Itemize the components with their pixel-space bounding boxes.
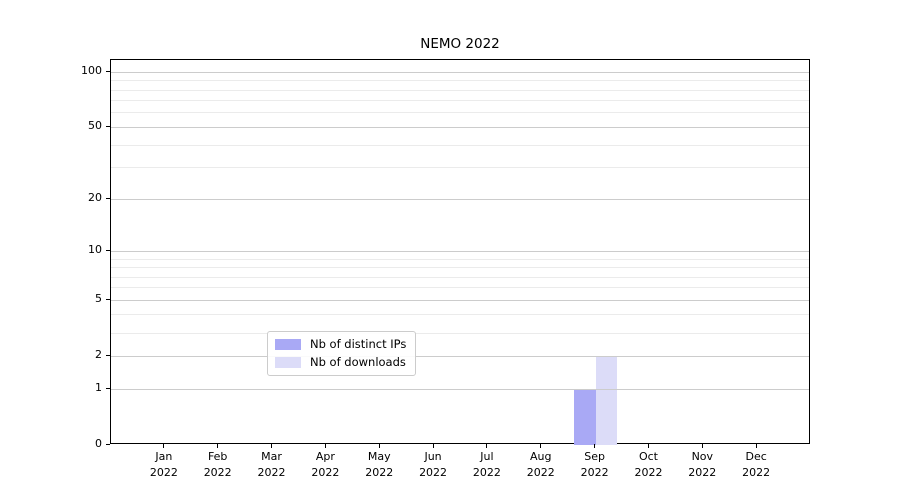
x-tick-mark — [594, 444, 596, 448]
legend-label: Nb of distinct IPs — [310, 337, 407, 351]
x-tick-mark — [324, 444, 326, 448]
minor-gridline — [111, 167, 809, 169]
x-tick-label: Jan 2022 — [149, 450, 178, 479]
y-tick-label: 100 — [81, 64, 102, 78]
major-gridline — [111, 198, 809, 200]
x-tick-label: Oct 2022 — [634, 450, 663, 479]
x-tick-label: Feb 2022 — [203, 450, 232, 479]
x-tick-mark — [378, 444, 380, 448]
y-tick-label: 10 — [88, 243, 102, 257]
y-tick-mark — [106, 197, 110, 199]
major-gridline — [111, 388, 809, 390]
x-tick-label: Jul 2022 — [472, 450, 501, 479]
minor-gridline — [111, 112, 809, 114]
x-tick-mark — [540, 444, 542, 448]
legend-item: Nb of distinct IPs — [275, 337, 406, 352]
major-gridline — [111, 126, 809, 128]
minor-gridline — [111, 332, 809, 334]
major-gridline — [111, 355, 809, 357]
x-tick-mark — [755, 444, 757, 448]
y-tick-label: 1 — [95, 381, 102, 394]
x-tick-label: Dec 2022 — [742, 450, 771, 479]
y-tick-mark — [106, 354, 110, 356]
x-tick-label: Sep 2022 — [580, 450, 609, 479]
minor-gridline — [111, 314, 809, 316]
bar-downloads — [595, 356, 618, 445]
x-tick-mark — [647, 444, 649, 448]
x-tick-mark — [217, 444, 219, 448]
minor-gridline — [111, 80, 809, 82]
major-gridline — [111, 250, 809, 252]
minor-gridline — [111, 89, 809, 91]
x-tick-mark — [271, 444, 273, 448]
y-tick-mark — [106, 298, 110, 300]
legend-swatch — [275, 339, 301, 350]
legend-swatch — [275, 357, 301, 368]
y-tick-label: 50 — [88, 119, 102, 133]
x-tick-label: Apr 2022 — [311, 450, 340, 479]
legend-label: Nb of downloads — [310, 355, 406, 369]
y-tick-label: 2 — [95, 348, 102, 362]
y-tick-mark — [106, 70, 110, 72]
legend: Nb of distinct IPs Nb of downloads — [267, 331, 417, 376]
chart-title: NEMO 2022 — [420, 36, 500, 52]
x-tick-mark — [701, 444, 703, 448]
x-tick-mark — [163, 444, 165, 448]
bar-distinct-ips — [574, 389, 596, 445]
x-tick-label: May 2022 — [365, 450, 394, 479]
x-tick-label: Nov 2022 — [688, 450, 717, 479]
minor-gridline — [111, 100, 809, 102]
y-tick-label: 5 — [95, 292, 102, 306]
y-tick-label: 0 — [95, 437, 102, 450]
x-tick-label: Jun 2022 — [419, 450, 448, 479]
legend-item: Nb of downloads — [275, 355, 406, 370]
x-tick-mark — [432, 444, 434, 448]
major-gridline — [111, 299, 809, 301]
major-gridline — [111, 71, 809, 73]
plot-area — [110, 59, 810, 445]
x-tick-label: Mar 2022 — [257, 450, 286, 479]
y-tick-mark — [106, 443, 110, 445]
minor-gridline — [111, 144, 809, 146]
y-tick-label: 20 — [88, 191, 102, 205]
minor-gridline — [111, 287, 809, 289]
x-tick-mark — [486, 444, 488, 448]
y-tick-mark — [106, 125, 110, 127]
minor-gridline — [111, 267, 809, 268]
y-tick-mark — [106, 387, 110, 389]
y-tick-mark — [106, 249, 110, 251]
minor-gridline — [111, 258, 809, 260]
x-tick-label: Aug 2022 — [526, 450, 555, 479]
minor-gridline — [111, 276, 809, 278]
